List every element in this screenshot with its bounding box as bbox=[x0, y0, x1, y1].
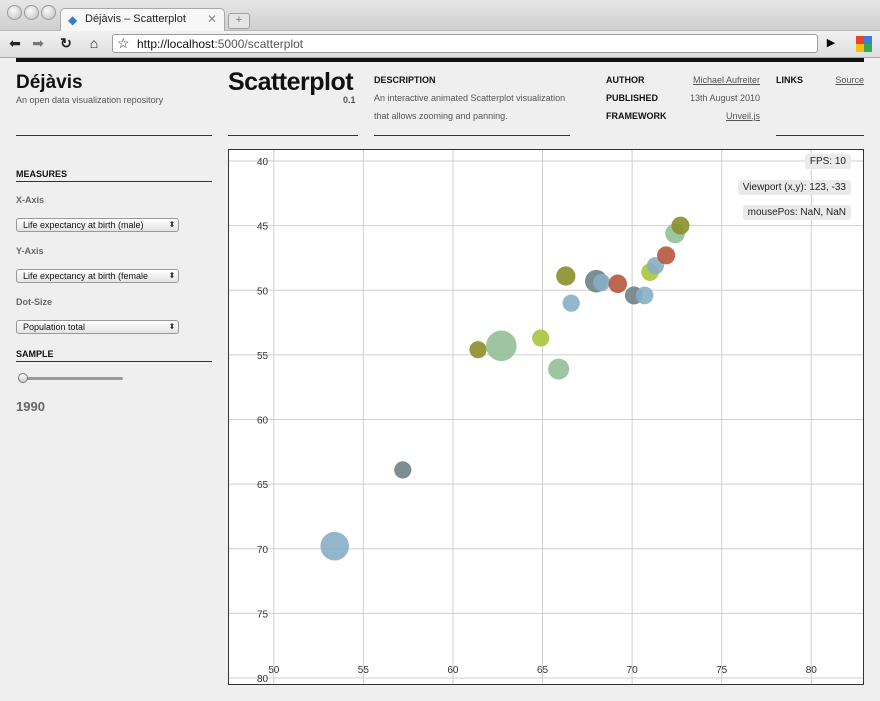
measures-heading: MEASURES bbox=[16, 169, 68, 179]
select-arrows-icon: ⬍ bbox=[167, 219, 177, 231]
y-tick-label: 65 bbox=[257, 480, 269, 491]
divider bbox=[776, 135, 864, 136]
close-window-button[interactable] bbox=[7, 5, 22, 20]
framework-label: FRAMEWORK bbox=[606, 111, 667, 121]
data-point[interactable] bbox=[593, 273, 611, 292]
version-label: 0.1 bbox=[343, 95, 356, 105]
data-point[interactable] bbox=[562, 294, 580, 312]
data-point[interactable] bbox=[320, 531, 349, 561]
viewport-readout: Viewport (x,y): 123, -33 bbox=[737, 180, 851, 195]
x-tick-label: 75 bbox=[716, 665, 728, 676]
divider bbox=[228, 135, 358, 136]
y-tick-label: 80 bbox=[257, 674, 269, 685]
data-point[interactable] bbox=[671, 216, 690, 235]
dot-size-label: Dot-Size bbox=[16, 297, 52, 307]
select-arrows-icon: ⬍ bbox=[167, 321, 177, 333]
author-link[interactable]: Michael Aufreiter bbox=[692, 75, 760, 85]
site-name[interactable]: Déjàvis bbox=[16, 72, 83, 93]
divider bbox=[374, 135, 570, 136]
sample-year: 1990 bbox=[16, 399, 45, 414]
y-tick-label: 45 bbox=[257, 222, 269, 233]
data-point[interactable] bbox=[469, 341, 487, 359]
divider bbox=[16, 181, 212, 182]
y-tick-label: 55 bbox=[257, 351, 269, 362]
source-link[interactable]: Source bbox=[835, 75, 864, 85]
select-arrows-icon: ⬍ bbox=[167, 270, 177, 282]
data-point[interactable] bbox=[486, 330, 517, 362]
favicon-icon: ◆ bbox=[68, 13, 78, 27]
description-text: An interactive animated Scatterplot visu… bbox=[374, 93, 566, 121]
home-icon[interactable]: ⌂ bbox=[89, 35, 99, 51]
mousepos-readout: mousePos: NaN, NaN bbox=[742, 205, 851, 220]
data-point[interactable] bbox=[635, 286, 654, 305]
x-tick-label: 80 bbox=[806, 665, 818, 676]
address-bar[interactable]: ☆ http://localhost:5000/scatterplot bbox=[112, 34, 818, 53]
window-titlebar: ◆ Déjàvis – Scatterplot ✕ + bbox=[0, 0, 880, 31]
bookmark-star-icon[interactable]: ☆ bbox=[117, 35, 130, 51]
y-axis-label: Y-Axis bbox=[16, 246, 44, 256]
scatterplot-canvas[interactable]: 40 45 50 55 60 65 70 75 80 50 55 60 65 70 75 80 FPS: 10… bbox=[228, 149, 864, 685]
forward-arrow-icon[interactable]: ➡ bbox=[32, 35, 44, 51]
x-tick-label: 65 bbox=[537, 665, 549, 676]
site-tagline: An open data visualization repository bbox=[16, 95, 164, 105]
data-point[interactable] bbox=[394, 461, 412, 479]
data-point[interactable] bbox=[608, 274, 628, 294]
author-label: AUTHOR bbox=[606, 75, 645, 85]
browser-toolbar: ⬅ ➡ ↻ ⌂ ☆ http://localhost:5000/scatterp… bbox=[0, 31, 880, 58]
top-bar bbox=[16, 58, 864, 62]
tab-close-icon[interactable]: ✕ bbox=[206, 12, 217, 26]
data-point[interactable] bbox=[556, 266, 576, 286]
data-point[interactable] bbox=[657, 246, 676, 265]
url-text: http://localhost:5000/scatterplot bbox=[137, 37, 304, 51]
y-tick-label: 75 bbox=[257, 609, 269, 620]
data-point[interactable] bbox=[532, 329, 550, 347]
x-axis-label: X-Axis bbox=[16, 195, 45, 205]
sample-heading: SAMPLE bbox=[16, 349, 54, 359]
page-menu-icon[interactable]: ▶ bbox=[826, 37, 836, 49]
published-date: 13th August 2010 bbox=[689, 93, 760, 103]
links-label: LINKS bbox=[776, 75, 803, 85]
y-tick-label: 70 bbox=[257, 545, 269, 556]
x-tick-label: 50 bbox=[268, 665, 280, 676]
y-tick-label: 60 bbox=[257, 416, 269, 427]
minimize-window-button[interactable] bbox=[24, 5, 39, 20]
y-tick-label: 40 bbox=[257, 157, 269, 168]
data-point[interactable] bbox=[548, 358, 570, 380]
divider bbox=[16, 135, 212, 136]
x-axis-select[interactable]: Life expectancy at birth (male) ⬍ bbox=[16, 218, 179, 232]
published-label: PUBLISHED bbox=[606, 93, 659, 103]
tab-title: Déjàvis – Scatterplot bbox=[85, 13, 186, 25]
back-arrow-icon[interactable]: ⬅ bbox=[9, 35, 21, 51]
sample-slider-handle[interactable] bbox=[18, 373, 28, 383]
sample-slider-track[interactable] bbox=[18, 377, 123, 380]
x-tick-label: 60 bbox=[447, 665, 459, 676]
page-title: Scatterplot bbox=[228, 68, 354, 96]
wrench-menu-icon[interactable] bbox=[856, 36, 872, 52]
divider bbox=[16, 361, 212, 362]
page-content: Déjàvis An open data visualization repos… bbox=[0, 58, 880, 701]
y-tick-label: 50 bbox=[257, 286, 269, 297]
browser-tab[interactable]: ◆ Déjàvis – Scatterplot ✕ bbox=[60, 8, 225, 31]
description-label: DESCRIPTION bbox=[374, 75, 436, 85]
zoom-window-button[interactable] bbox=[41, 5, 56, 20]
x-tick-label: 55 bbox=[358, 665, 370, 676]
new-tab-button[interactable]: + bbox=[228, 13, 250, 29]
fps-readout: FPS: 10 bbox=[804, 154, 851, 169]
x-tick-label: 70 bbox=[627, 665, 639, 676]
dot-size-select[interactable]: Population total ⬍ bbox=[16, 320, 179, 334]
reload-icon[interactable]: ↻ bbox=[60, 35, 72, 51]
y-axis-select[interactable]: Life expectancy at birth (female ⬍ bbox=[16, 269, 179, 283]
framework-link[interactable]: Unveil.js bbox=[725, 111, 760, 121]
